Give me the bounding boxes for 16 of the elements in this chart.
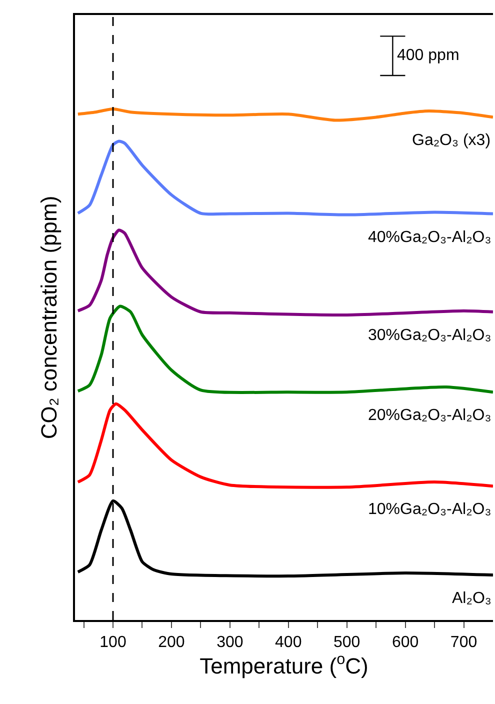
series-label: 10%Ga₂O₃-Al₂O₃: [368, 501, 492, 518]
series-label: Al₂O₃: [452, 590, 492, 607]
series-label: 30%Ga₂O₃-Al₂O₃: [368, 327, 492, 344]
text: 400 ppm: [397, 47, 460, 64]
series-label: 40%Ga₂O₃-Al₂O₃: [368, 229, 492, 246]
series-label: Ga₂O₃ (x3): [412, 132, 491, 149]
x-tick-label: 300: [216, 634, 244, 651]
x-axis-title: Temperature ($^{o}$C): [200, 651, 368, 678]
x-tick-label: 200: [158, 634, 185, 651]
x-tick-label: 600: [392, 634, 419, 651]
x-tick-label: 100: [100, 634, 126, 651]
x-tick-label: 500: [334, 634, 360, 651]
series-label: 20%Ga₂O₃-Al₂O₃: [368, 407, 492, 424]
x-tick-label: 400: [275, 634, 302, 651]
x-tick-label: 700: [450, 634, 478, 651]
y-axis-title: CO₂ concentration (ppm): [36, 196, 62, 440]
